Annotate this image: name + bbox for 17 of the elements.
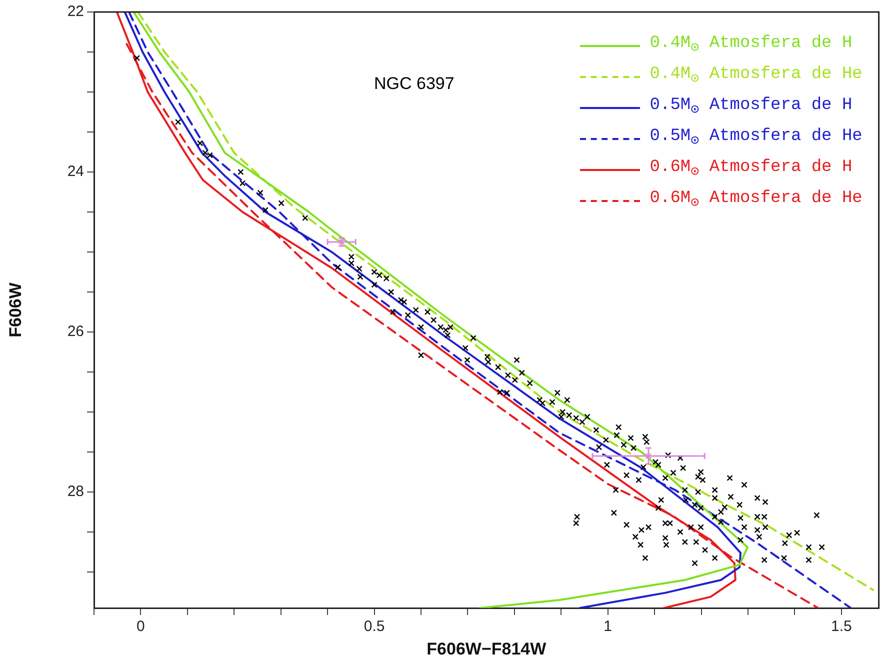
y-tick-label: 26 [67, 323, 84, 340]
legend-label: 0.6M$_{⊙}$ Atmosfera de He [650, 189, 862, 212]
y-tick-label: 28 [67, 483, 84, 500]
y-tick-label: 24 [67, 163, 84, 180]
legend-label: 0.5M$_{⊙}$ Atmosfera de He [650, 127, 862, 150]
x-tick-label: 1.5 [831, 618, 852, 636]
x-tick-label: 0 [136, 618, 145, 636]
x-axis-title: F606W−F814W [426, 639, 548, 658]
legend-label: 0.6M$_{⊙}$ Atmosfera de H [650, 158, 852, 181]
legend-label: 0.4M$_{⊙}$ Atmosfera de H [650, 34, 852, 57]
legend-label: 0.4M$_{⊙}$ Atmosfera de He [650, 65, 862, 88]
annotation: NGC 6397 [374, 74, 454, 94]
x-tick-label: 0.5 [364, 618, 385, 636]
x-tick-label: 1 [604, 618, 612, 636]
legend-label: 0.5M$_{⊙}$ Atmosfera de H [650, 96, 852, 119]
y-tick-label: 22 [67, 3, 84, 20]
y-axis-title: F606W [6, 282, 25, 338]
